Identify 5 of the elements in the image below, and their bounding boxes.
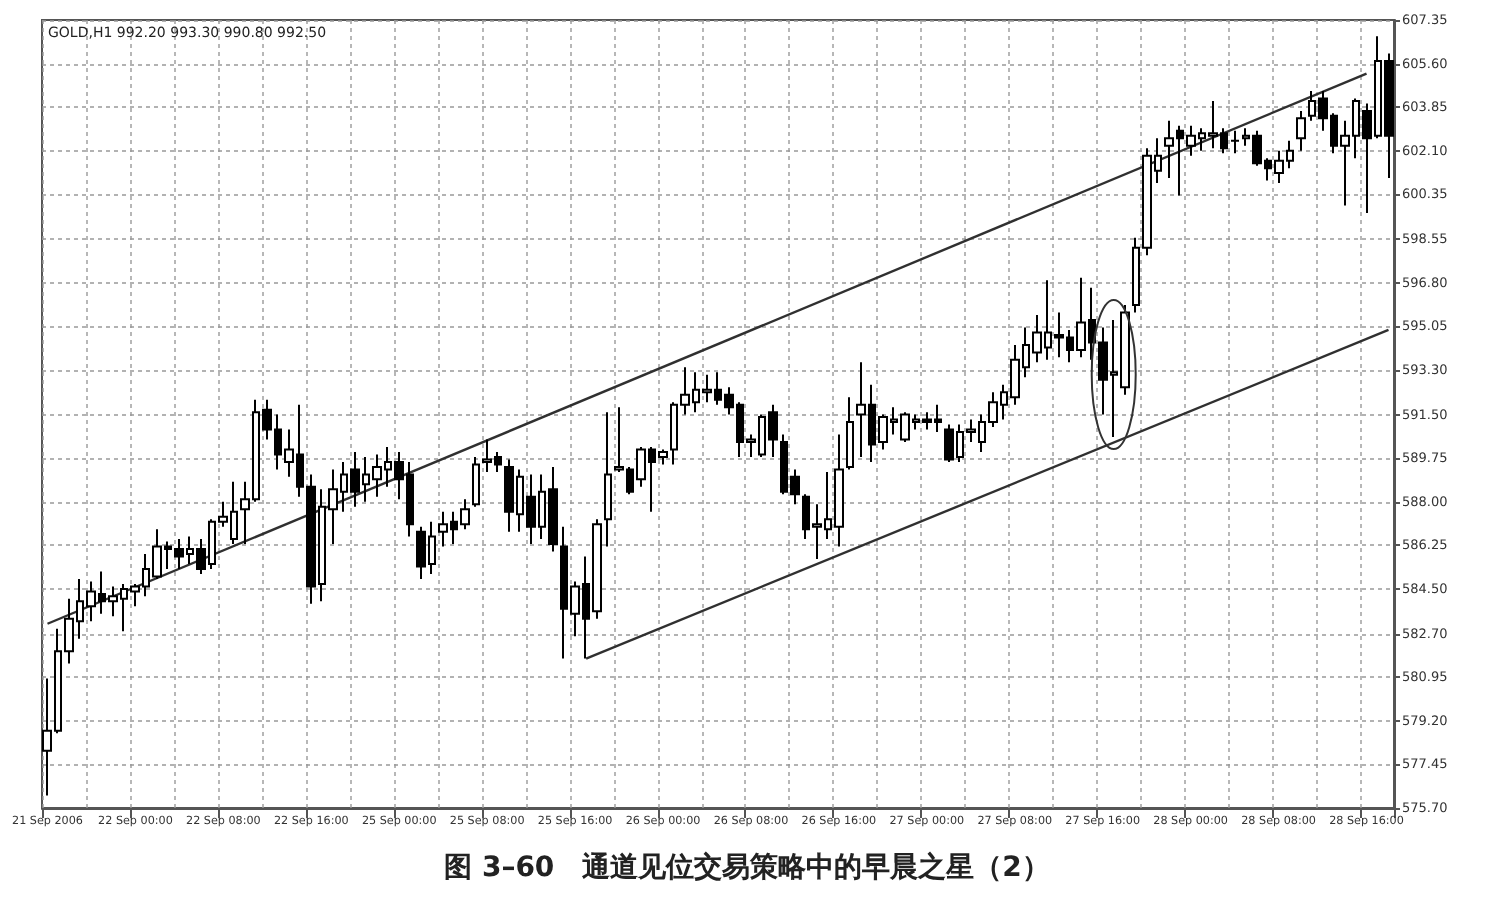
candlestick [604,411,612,548]
candlestick [846,396,854,471]
candlestick [472,455,480,508]
candlestick [1296,109,1306,152]
text: 图 3–60 通道见位交易策略中的早晨之星（2） [444,850,1050,884]
